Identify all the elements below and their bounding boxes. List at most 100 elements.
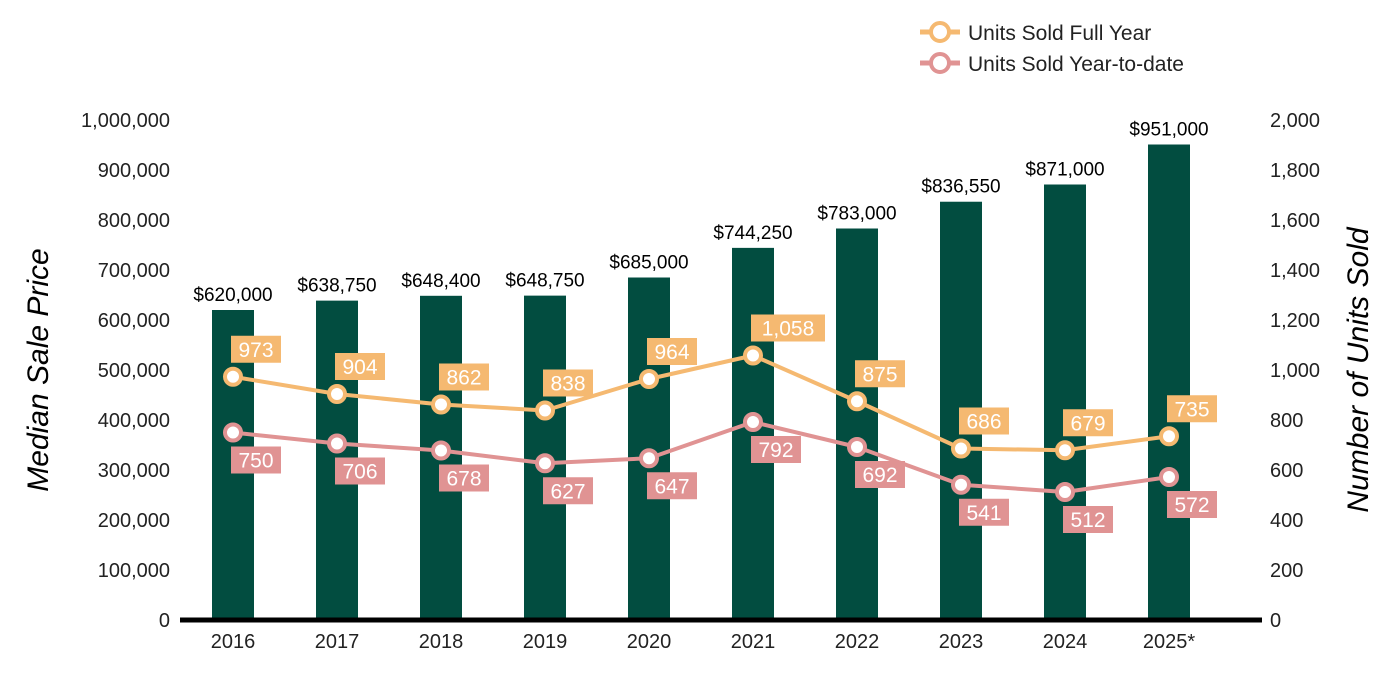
data-point [743, 345, 763, 366]
data-label-box [751, 436, 801, 463]
data-label-box [751, 314, 825, 342]
data-label: 572 [1174, 494, 1209, 517]
data-point [431, 394, 451, 415]
data-label: 735 [1174, 398, 1209, 421]
data-label: 964 [654, 341, 689, 364]
data-label-box [335, 457, 385, 485]
data-point [223, 366, 243, 387]
x-tick-label: 2021 [731, 631, 776, 653]
bars-group [212, 144, 1190, 620]
y-tick-label: 700,000 [98, 260, 170, 282]
lines-group [232, 353, 1170, 494]
x-tick-label: 2020 [627, 631, 672, 653]
data-label-box [647, 472, 697, 500]
data-label: 678 [446, 468, 481, 491]
labels-group: $620,000 $638,750 $648,400 $648,750 $685,000… [193, 120, 1217, 533]
data-label-box [231, 446, 281, 474]
data-label-box [439, 464, 489, 492]
y2-tick-label: 1,200 [1270, 310, 1320, 332]
data-point [1159, 426, 1179, 447]
data-point [847, 437, 867, 457]
y2-tick-label: 800 [1270, 410, 1303, 432]
data-label-box [439, 363, 489, 391]
data-point [535, 400, 555, 421]
bar-value-label: $744,250 [713, 223, 792, 244]
y-tick-label: 600,000 [98, 310, 170, 332]
y-tick-label: 200,000 [98, 510, 170, 532]
y2-tick-label: 1,000 [1270, 360, 1320, 382]
y-tick-label: 800,000 [98, 210, 170, 232]
data-label: 541 [966, 502, 1001, 525]
y2-tick-label: 2,000 [1270, 110, 1320, 132]
data-label: 647 [654, 475, 689, 498]
x-tick-label: 2024 [1043, 631, 1088, 653]
data-label-box [1167, 491, 1217, 518]
data-label-box [1063, 409, 1113, 437]
y-tick-label: 500,000 [98, 360, 170, 382]
bar-value-label: $648,750 [505, 271, 584, 292]
x-tick-label: 2019 [523, 631, 568, 653]
data-label-box [543, 369, 593, 397]
bar [836, 228, 878, 620]
data-label: 792 [758, 439, 793, 462]
data-label-box [335, 353, 385, 380]
x-tick-label: 2023 [939, 631, 984, 653]
data-label-box [231, 335, 281, 363]
data-point [847, 391, 867, 412]
bar [732, 247, 774, 620]
legend-label: Units Sold Year-to-date [968, 53, 1184, 76]
data-label-box [647, 338, 697, 365]
data-label: 973 [238, 339, 273, 362]
bar [1044, 184, 1086, 620]
y2-tick-label: 1,400 [1270, 260, 1320, 282]
data-point [1055, 482, 1075, 502]
data-label: 512 [1070, 509, 1105, 532]
bar-value-label: $783,000 [817, 204, 896, 225]
data-label: 706 [342, 461, 377, 484]
y-tick-label: 300,000 [98, 460, 170, 482]
data-point [431, 440, 451, 461]
y2-axis-title: Number of Units Sold [1342, 226, 1375, 512]
y-tick-label: 400,000 [98, 410, 170, 432]
data-point [223, 422, 243, 443]
data-label: 1,058 [762, 318, 815, 341]
y2-tick-label: 1,800 [1270, 160, 1320, 182]
data-point [951, 474, 971, 495]
bar-value-label: $871,000 [1025, 160, 1104, 181]
data-label: 862 [446, 367, 481, 390]
data-point [951, 438, 971, 459]
y-tick-label: 100,000 [98, 560, 170, 582]
data-point [639, 448, 659, 469]
bar-value-label: $638,750 [297, 276, 376, 297]
data-label: 904 [342, 356, 377, 379]
data-point [1159, 467, 1179, 487]
points-group [223, 345, 1179, 502]
legend-marker [929, 21, 951, 43]
y-tick-label: 900,000 [98, 160, 170, 182]
data-label-box [1167, 395, 1217, 423]
axes-group: 0 100,000 200,000 300,000 400,000 500,000 600,… [81, 110, 1320, 653]
y2-tick-label: 400 [1270, 510, 1303, 532]
x-tick-label: 2017 [315, 631, 360, 653]
x-tick-label: 2022 [835, 631, 880, 653]
data-label-box [959, 498, 1009, 526]
data-label-box [855, 461, 905, 488]
data-point [1055, 440, 1075, 461]
data-point [639, 369, 659, 389]
y2-tick-label: 0 [1270, 610, 1281, 632]
data-label: 875 [862, 363, 897, 386]
bar [1148, 144, 1190, 620]
line-series-year-to-date [232, 420, 1170, 494]
data-point [535, 453, 555, 474]
data-label: 692 [862, 464, 897, 487]
x-tick-label: 2025* [1143, 631, 1195, 653]
data-label: 627 [550, 480, 585, 503]
data-label: 838 [550, 373, 585, 396]
legend: Units Sold Full Year Units Sold Year-to-d… [920, 21, 1184, 76]
x-tick-label: 2018 [419, 631, 464, 653]
y2-tick-label: 600 [1270, 460, 1303, 482]
data-label: 750 [238, 450, 273, 473]
data-label-box [543, 477, 593, 505]
data-label-box [959, 407, 1009, 435]
data-label: 686 [966, 411, 1001, 434]
